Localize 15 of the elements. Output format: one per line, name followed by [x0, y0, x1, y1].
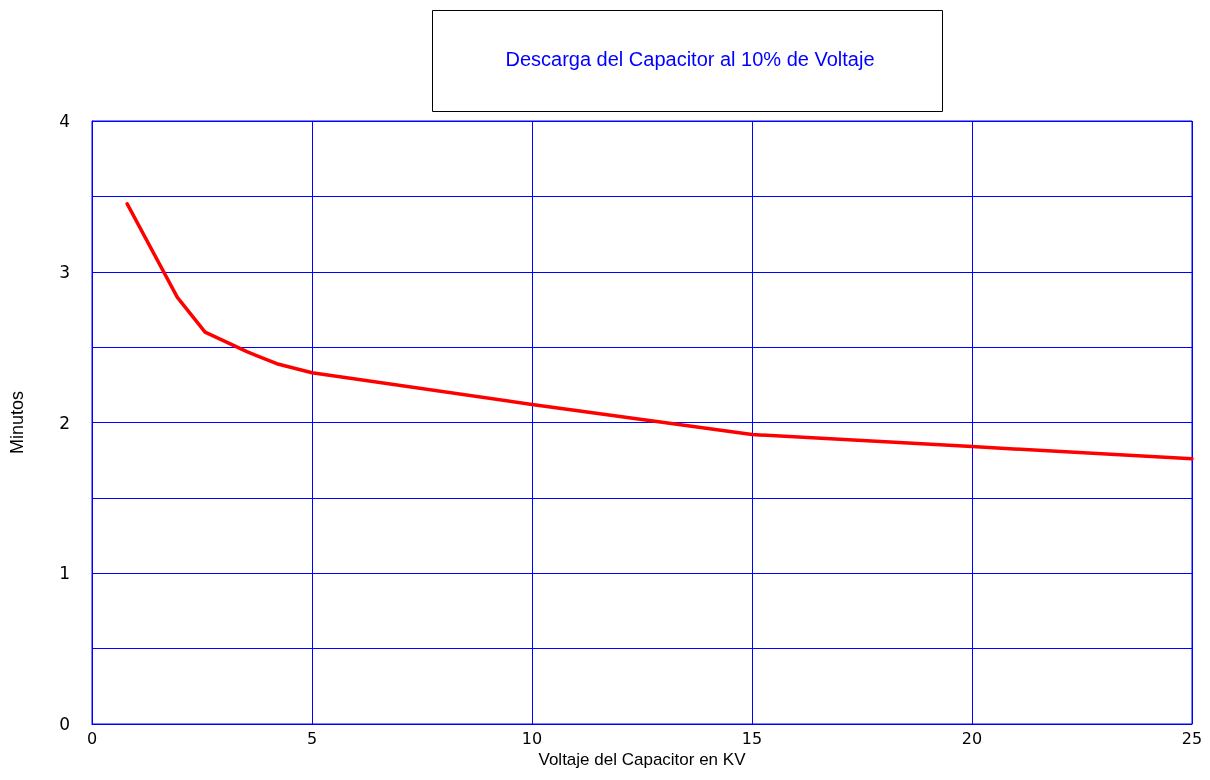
x-tick-label: 5 — [306, 728, 318, 748]
x-tick-label: 20 — [961, 728, 983, 748]
line-series — [125, 202, 1194, 461]
y-tick-label: 3 — [59, 261, 70, 282]
chart-title: Descarga del Capacitor al 10% de Voltaje — [505, 48, 875, 70]
y-axis-title: Minutos — [7, 390, 27, 455]
x-tick-label: 0 — [86, 728, 98, 748]
x-tick-label: 25 — [1181, 728, 1203, 748]
x-axis-title: Voltaje del Capacitor en KV — [538, 749, 747, 769]
y-tick-label: 1 — [59, 563, 70, 584]
x-tick-label: 10 — [521, 728, 543, 748]
y-tick-label: 4 — [59, 111, 70, 131]
y-tick-label: 2 — [59, 412, 70, 433]
y-tick-label: 0 — [59, 714, 70, 734]
x-tick-label: 15 — [741, 728, 763, 748]
